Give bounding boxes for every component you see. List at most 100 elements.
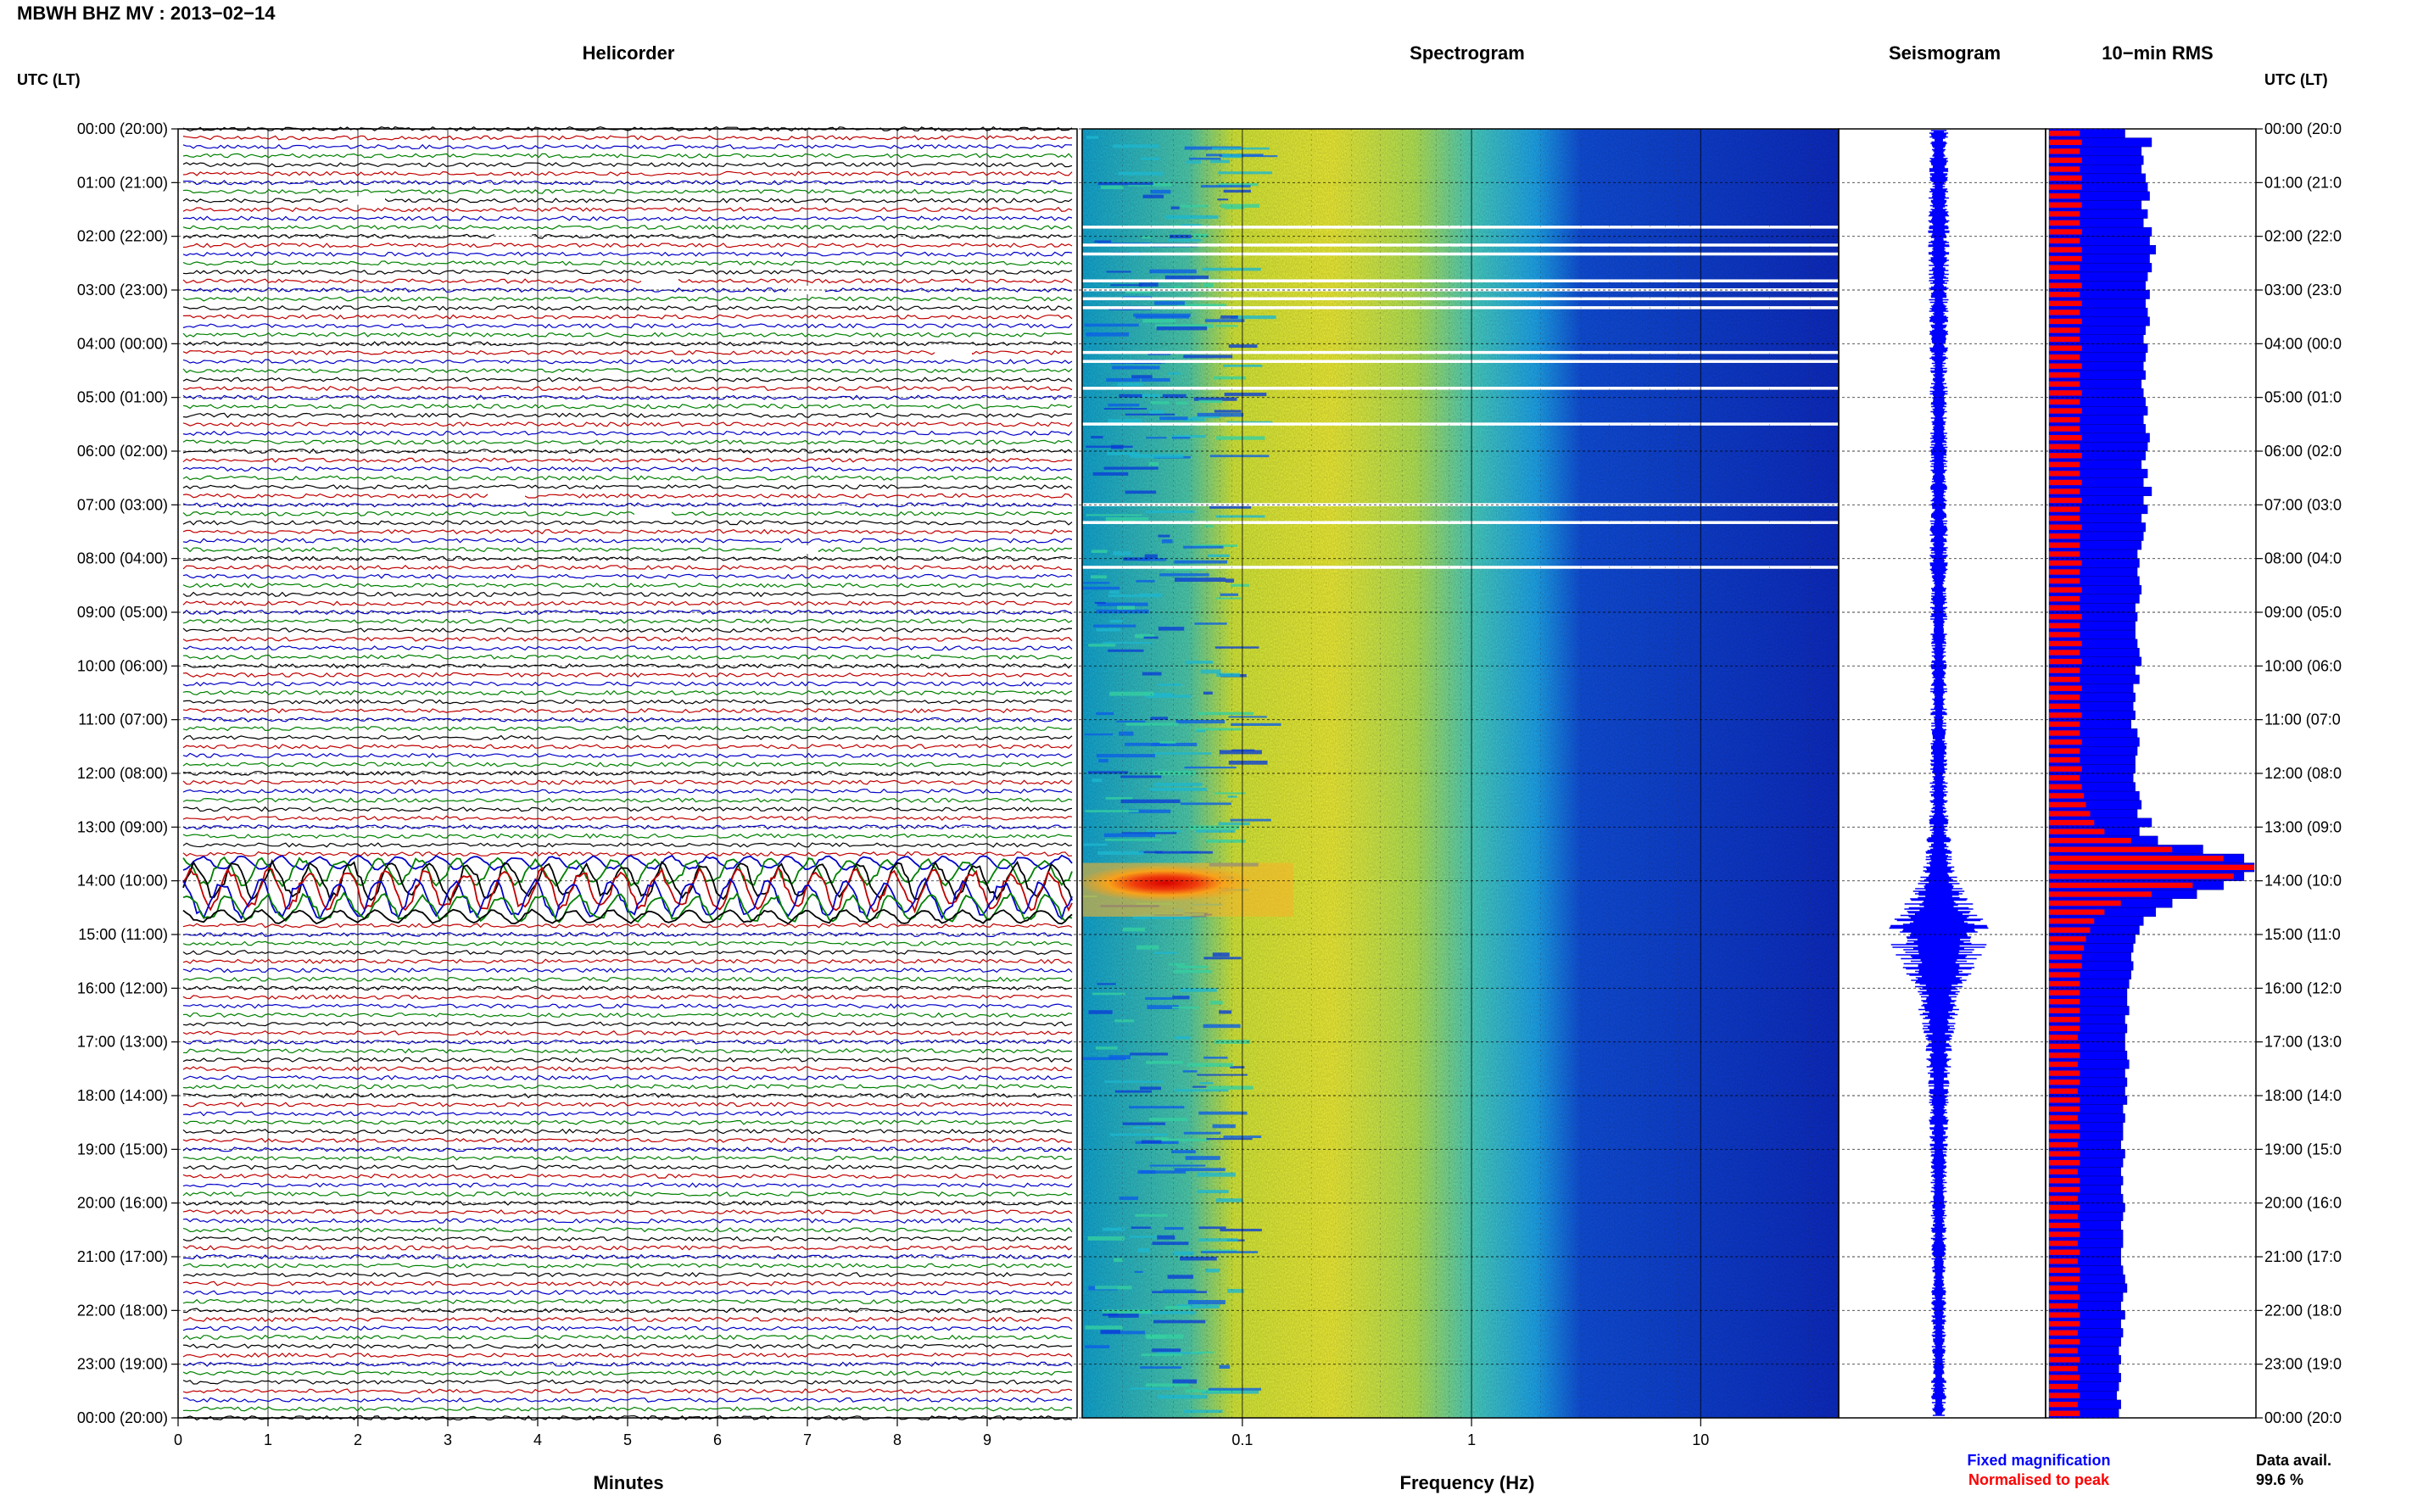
rms-bar-normalised xyxy=(2049,658,2082,665)
rms-bar-normalised xyxy=(2049,1141,2078,1148)
helicorder-trace xyxy=(182,1397,1073,1403)
helicorder-trace xyxy=(182,377,1073,382)
spectrogram-blank-row xyxy=(1082,279,1839,282)
spectrogram-streak xyxy=(1173,1251,1194,1256)
helicorder-trace xyxy=(182,188,1073,194)
spectrogram-streak xyxy=(1108,403,1140,407)
spectrogram-streak xyxy=(1090,575,1107,579)
spectrogram-streak xyxy=(1142,194,1164,198)
rms-bar-normalised xyxy=(2049,1204,2080,1211)
rms-bar-normalised xyxy=(2049,363,2082,369)
spectrogram-streak xyxy=(1121,832,1177,834)
helicorder-trace xyxy=(182,1334,1073,1341)
time-label-left: 23:00 (19:00) xyxy=(77,1356,168,1373)
helicorder-data-gap xyxy=(348,196,385,205)
rms-bar-normalised xyxy=(2049,1043,2080,1050)
helicorder-trace xyxy=(182,1047,1073,1054)
rms-bar-normalised xyxy=(2049,336,2080,343)
spectrogram-streak xyxy=(1167,239,1201,242)
spectrogram-streak xyxy=(1108,649,1144,652)
helicorder-trace xyxy=(182,1280,1073,1286)
rms-bar-normalised xyxy=(2049,1231,2080,1237)
rms-bar-normalised xyxy=(2049,184,2082,190)
helicorder-trace xyxy=(182,976,1073,982)
spectrogram-streak xyxy=(1105,796,1133,800)
spectrogram-streak xyxy=(1183,1409,1223,1414)
time-label-right: 05:00 (01:0 xyxy=(2264,389,2342,406)
spectrogram-streak xyxy=(1154,324,1214,328)
helicorder-trace xyxy=(182,1352,1073,1359)
spectrogram-streak xyxy=(1220,315,1238,319)
helicorder-trace xyxy=(182,618,1073,624)
spectrogram-streak xyxy=(1228,716,1267,718)
spectrogram-streak xyxy=(1153,752,1212,755)
helicorder-trace xyxy=(183,314,1073,320)
rms-bar-normalised xyxy=(2049,1258,2078,1264)
spectrogram-streak xyxy=(1103,833,1156,837)
time-label-left: 17:00 (13:00) xyxy=(77,1034,168,1051)
helicorder-trace xyxy=(182,1253,1073,1260)
spectrogram-streak xyxy=(1108,1314,1139,1318)
helicorder-trace xyxy=(182,269,1073,276)
spectrogram-streak xyxy=(1169,234,1192,239)
spectrogram-streak xyxy=(1085,1325,1123,1330)
spectrogram-streak xyxy=(1186,1063,1233,1068)
time-label-left: 05:00 (01:00) xyxy=(77,389,168,406)
spectrogram-event-peak xyxy=(1077,864,1254,902)
spectrogram-streak xyxy=(1158,534,1170,538)
spectrogram-streak xyxy=(1194,544,1237,547)
panel-title-seismogram: Seismogram xyxy=(1889,42,2001,64)
rms-bar-normalised xyxy=(2049,846,2173,852)
data-avail-value: 99.6 % xyxy=(2256,1471,2303,1488)
spectrogram-streak xyxy=(1123,557,1151,561)
spectrogram-streak xyxy=(1082,586,1120,590)
spectrogram-streak xyxy=(1114,1090,1153,1093)
rms-bar-normalised xyxy=(2049,1330,2078,1336)
helicorder-trace xyxy=(182,788,1073,795)
spectrogram-streak xyxy=(1197,1190,1229,1194)
spectrogram-streak xyxy=(1227,1288,1244,1293)
helicorder-trace xyxy=(182,1388,1073,1394)
spectrogram-streak xyxy=(1200,185,1251,188)
helicorder-trace xyxy=(182,1414,1073,1421)
rms-bar-normalised xyxy=(2049,274,2080,280)
spectrogram-streak xyxy=(1219,155,1278,158)
spectrogram-streak xyxy=(1192,1085,1207,1088)
rms-bar-normalised xyxy=(2049,587,2082,593)
helicorder-trace xyxy=(182,1137,1073,1143)
rms-bar-normalised xyxy=(2049,229,2082,235)
spectrogram-streak xyxy=(1152,1348,1181,1353)
rms-bar-normalised xyxy=(2049,175,2082,181)
helicorder-trace xyxy=(182,752,1073,759)
spectrogram-streak xyxy=(1212,952,1230,957)
spectrogram-streak xyxy=(1188,157,1221,160)
spectrogram-streak xyxy=(1142,236,1152,239)
spectrogram-streak xyxy=(1147,1005,1179,1009)
spectrogram-streak xyxy=(1201,1251,1259,1253)
spectrogram-streak xyxy=(1149,1118,1187,1121)
rms-bar-normalised xyxy=(2049,819,2095,826)
spectrogram-streak xyxy=(1109,691,1154,696)
spectrogram-x-label: Frequency (Hz) xyxy=(1400,1472,1535,1493)
spectrogram-streak xyxy=(1176,965,1209,968)
spectrogram-streak xyxy=(1108,594,1144,598)
spectrogram-streak xyxy=(1175,401,1187,405)
spectrogram-streak xyxy=(1217,182,1259,187)
spectrogram-streak xyxy=(1150,401,1170,405)
spectrogram-streak xyxy=(1083,843,1108,846)
spectrogram-streak xyxy=(1204,525,1214,527)
rms-bar-normalised xyxy=(2049,1365,2078,1372)
spectrogram-streak xyxy=(1171,1150,1196,1153)
spectrogram-streak xyxy=(1119,731,1134,736)
helicorder-trace xyxy=(182,547,1073,553)
rms-bar-normalised xyxy=(2049,721,2080,728)
spectrogram-streak xyxy=(1182,1070,1198,1073)
spectrogram-streak xyxy=(1218,822,1250,826)
rms-bar-normalised xyxy=(2049,533,2080,539)
spectrogram-streak xyxy=(1204,319,1245,322)
rms-bar-normalised xyxy=(2049,748,2080,754)
spectrogram-streak xyxy=(1141,377,1170,382)
spectrogram-streak xyxy=(1185,1156,1220,1160)
rms-bar-normalised xyxy=(2049,614,2082,620)
helicorder-trace xyxy=(182,866,1073,914)
